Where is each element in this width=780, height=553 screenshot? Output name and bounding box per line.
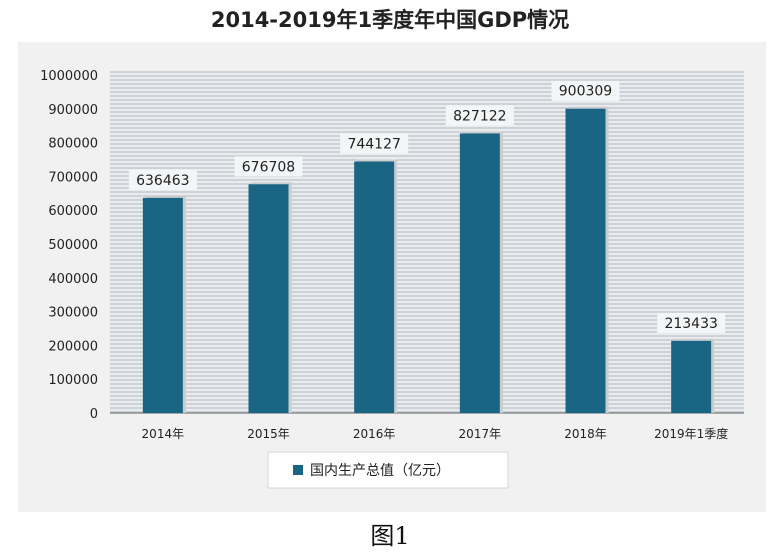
data-label: 213433	[664, 316, 717, 332]
bar	[671, 340, 712, 413]
y-tick-label: 100000	[48, 373, 98, 388]
y-tick-label: 600000	[48, 204, 98, 219]
y-tick-label: 800000	[48, 137, 98, 152]
x-tick-label: 2015年	[247, 427, 290, 441]
data-label-background	[445, 105, 514, 126]
y-tick-label: 500000	[48, 238, 98, 253]
data-label-background	[657, 312, 726, 333]
legend-box	[267, 451, 509, 489]
x-tick-label: 2014年	[142, 427, 185, 441]
gridlines	[110, 71, 744, 414]
plot-area	[110, 71, 744, 413]
legend: 国内生产总值（亿元）	[267, 451, 509, 489]
data-label: 636463	[136, 173, 189, 189]
legend-swatch	[293, 465, 303, 475]
y-tick-label: 900000	[48, 103, 98, 118]
bar	[354, 161, 395, 413]
bar	[459, 133, 500, 413]
bar	[248, 184, 289, 413]
data-label: 676708	[242, 159, 295, 175]
chart-title: 2014-2019年1季度年中国GDP情况	[210, 8, 570, 32]
y-tick-label: 700000	[48, 170, 98, 185]
x-tick-label: 2016年	[353, 427, 396, 441]
x-tick-label: 2017年	[459, 427, 502, 441]
y-tick-label: 400000	[48, 272, 98, 287]
data-label: 744127	[347, 136, 400, 152]
x-tick-label: 2018年	[564, 427, 607, 441]
data-label-background	[551, 80, 620, 101]
bar	[565, 108, 606, 413]
data-label-background	[234, 156, 303, 177]
data-label-background	[128, 169, 197, 190]
x-axis-tick-labels: 2014年 2015年 2016年 2017年 2018年 2019年1季度	[142, 426, 729, 441]
y-tick-label: 0	[90, 407, 98, 422]
x-tick-label: 2019年1季度	[654, 426, 728, 441]
y-axis-tick-labels: 0 100000 200000 300000 400000 500000 600000 700…	[40, 69, 98, 422]
data-label-background	[340, 133, 409, 154]
data-label: 827122	[453, 108, 506, 124]
bar	[142, 197, 183, 413]
data-label: 900309	[559, 84, 612, 100]
y-tick-label: 200000	[48, 339, 98, 354]
y-tick-label: 1000000	[40, 69, 98, 84]
legend-label: 国内生产总值（亿元）	[310, 463, 450, 479]
y-tick-label: 300000	[48, 306, 98, 321]
bars: 636463 676708 744127 827122 900309 213433	[128, 80, 726, 413]
figure-caption: 图1	[370, 522, 410, 550]
